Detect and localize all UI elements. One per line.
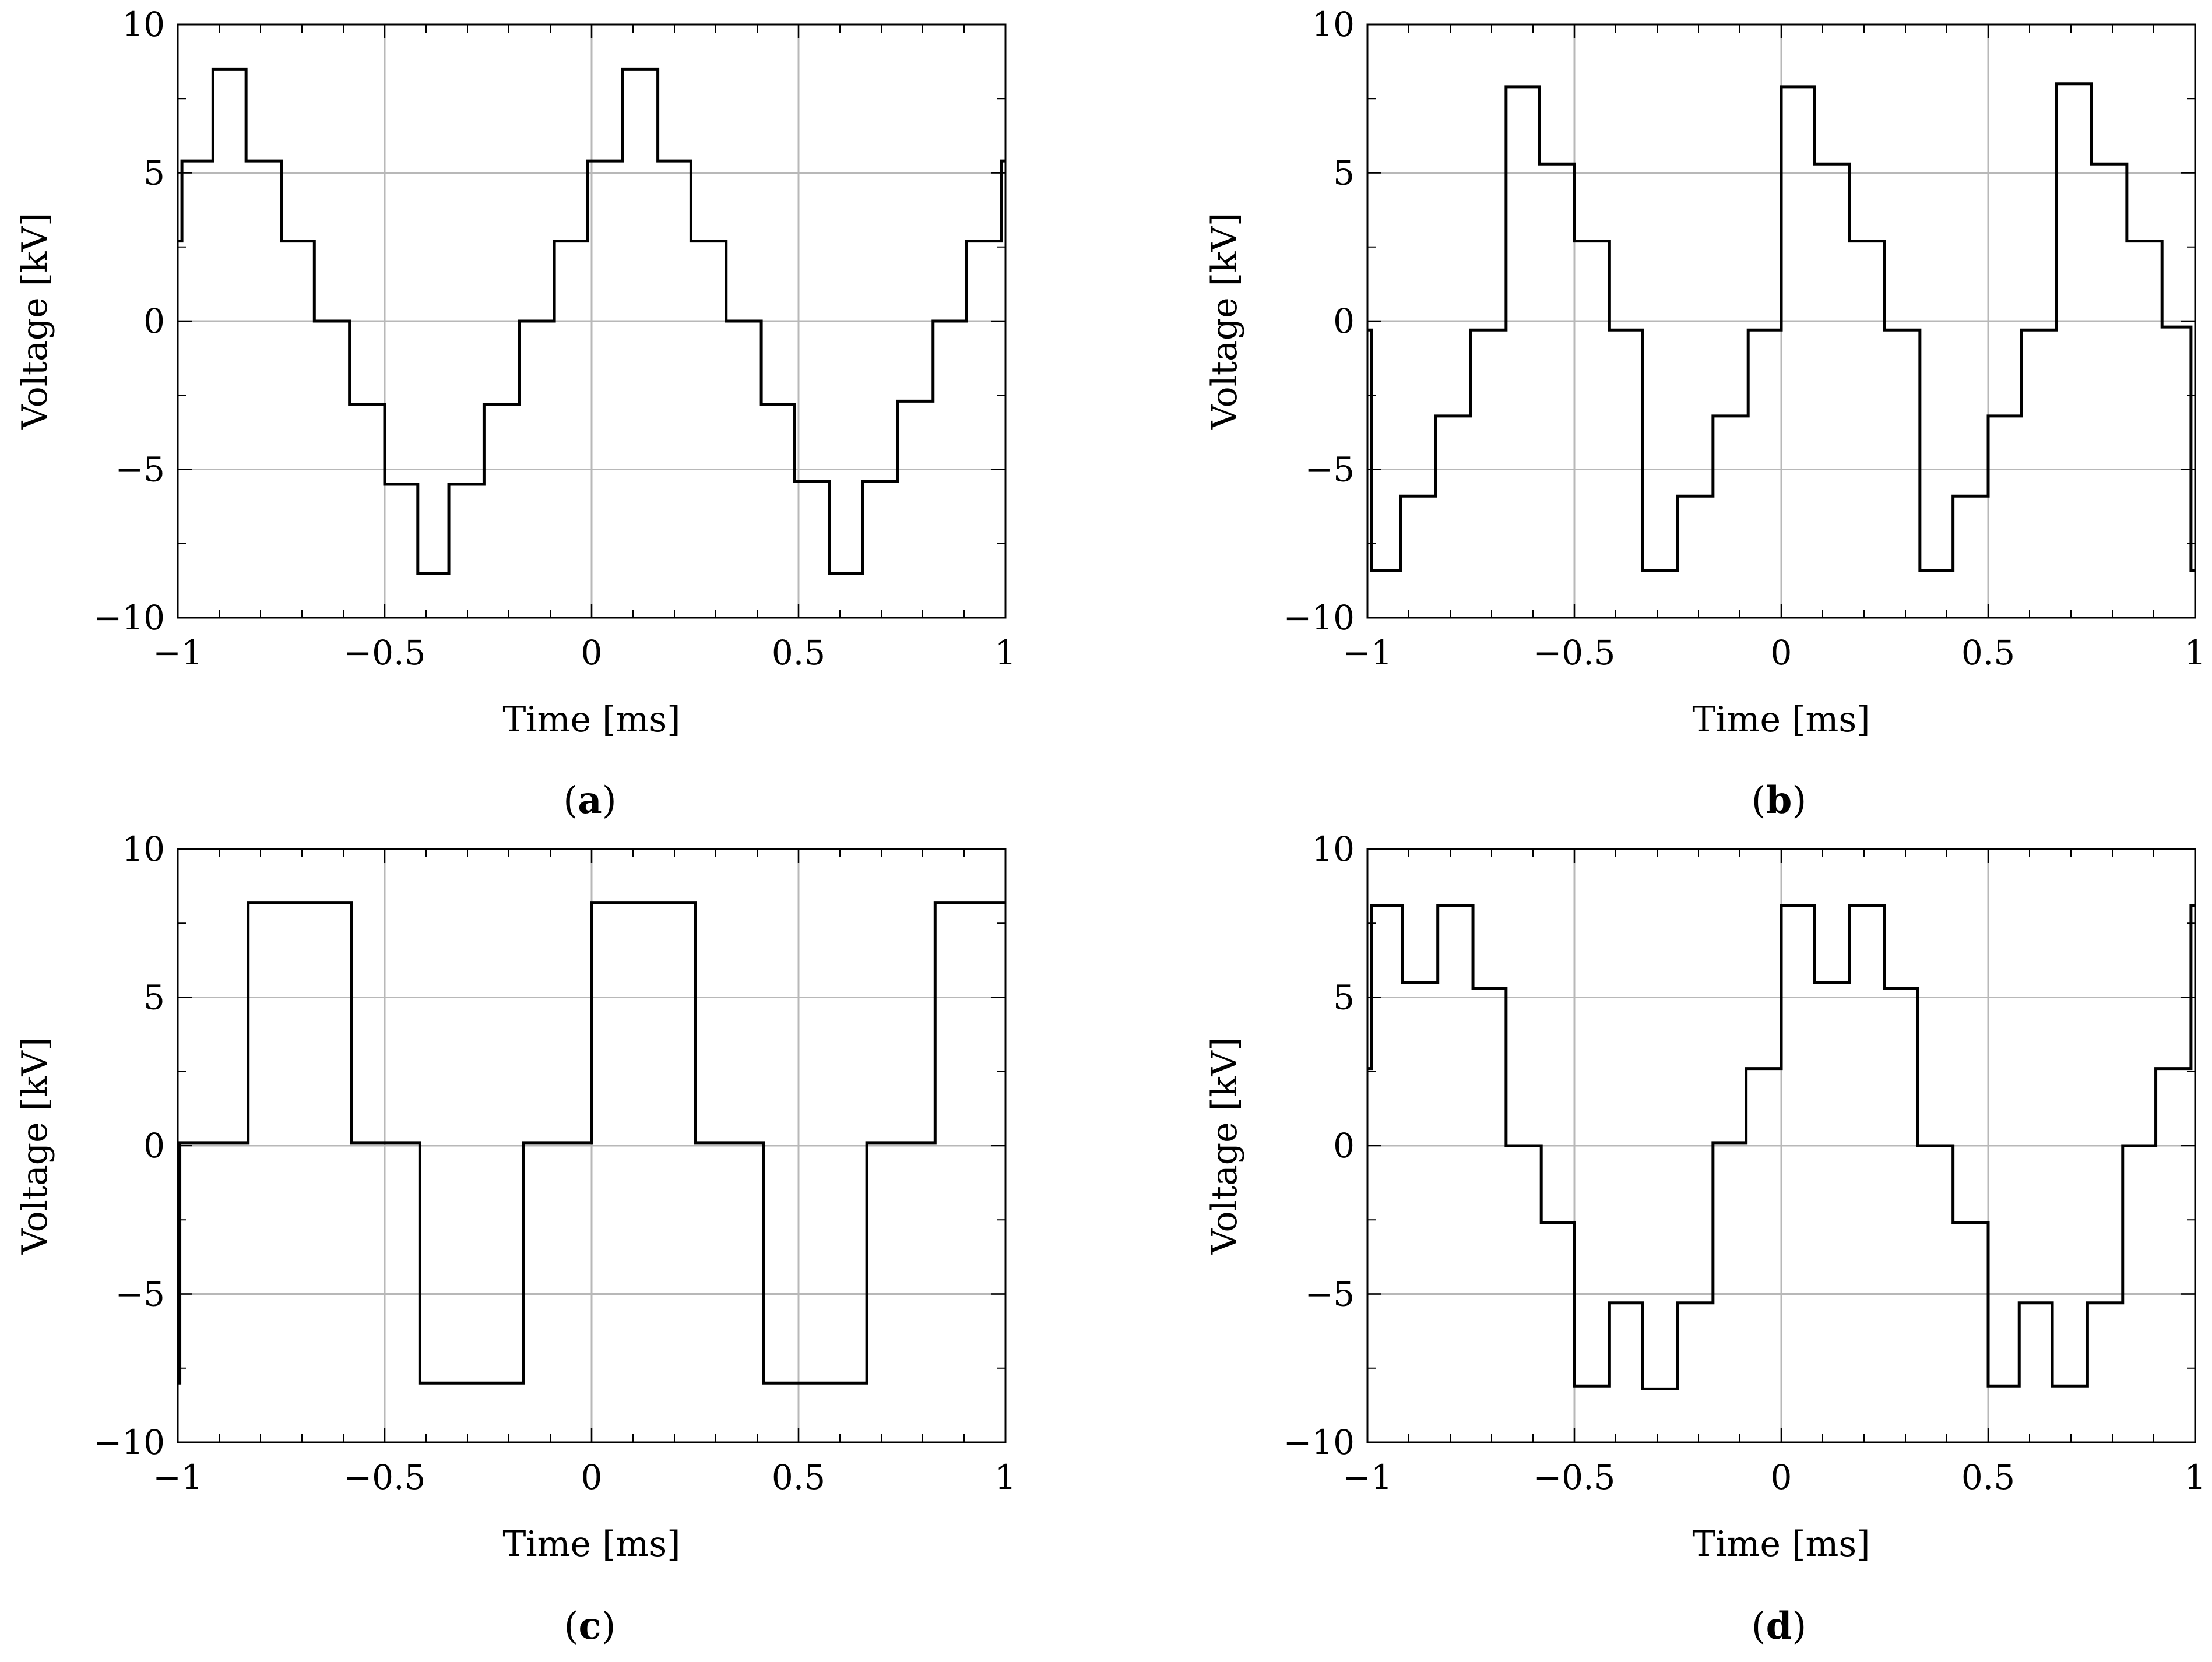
caption-paren-close: )	[1792, 1605, 1806, 1648]
x-tick-label: −1	[1342, 1457, 1392, 1497]
y-axis-label: Voltage [kV]	[15, 213, 55, 431]
caption-letter: c	[579, 1604, 602, 1648]
caption-letter: a	[578, 779, 602, 822]
x-tick-label: 0.5	[772, 1457, 825, 1497]
y-tick-label: −10	[1283, 1422, 1355, 1462]
panel-caption: (d)	[1752, 1604, 1807, 1648]
caption-letter: d	[1766, 1604, 1792, 1648]
x-tick-label: 0.5	[1961, 1457, 2015, 1497]
y-tick-label: 0	[1333, 301, 1355, 341]
y-tick-label: 0	[143, 1126, 165, 1165]
y-tick-label: −5	[1305, 1274, 1355, 1314]
y-tick-label: −10	[94, 598, 165, 638]
series-line-waveform	[1367, 904, 2195, 1390]
x-tick-label: 0	[1771, 633, 1792, 672]
plot-frame	[177, 23, 1007, 619]
y-tick-label: −10	[1283, 598, 1355, 638]
x-axis-label: Time [ms]	[1692, 1524, 1870, 1565]
x-tick-label: 1	[995, 633, 1017, 672]
caption-paren-open: (	[563, 779, 578, 822]
x-axis-label: Time [ms]	[1692, 699, 1870, 740]
panel-caption: (c)	[564, 1604, 616, 1648]
x-tick-label: −0.5	[344, 1457, 426, 1497]
x-tick-label: 1	[2185, 633, 2206, 672]
plot-frame	[1366, 23, 2196, 619]
x-tick-label: −1	[153, 633, 203, 672]
y-tick-label: −5	[1305, 450, 1355, 490]
x-tick-label: −0.5	[1534, 633, 1616, 672]
chart-panel-d: −1 −0.5 0 0.5 1 −10 −5 0 5 10 Time [ms] Voltage [kV…	[1204, 829, 2206, 1648]
chart-panel-a: −1 −0.5 0 0.5 1 −10 −5 0 5 10 Time [ms] Voltage [kV…	[15, 5, 1016, 822]
caption-paren-close: )	[601, 1605, 616, 1648]
y-axis-label: Voltage [kV]	[1204, 213, 1245, 431]
x-tick-label: 0	[581, 633, 603, 672]
panel-caption: (b)	[1752, 779, 1807, 822]
y-axis-label: Voltage [kV]	[15, 1037, 55, 1255]
y-tick-label: 5	[143, 978, 165, 1017]
y-tick-label: 10	[1311, 829, 1355, 869]
series-line-waveform	[1367, 82, 2195, 572]
x-tick-label: 0	[581, 1457, 603, 1497]
y-tick-label: −5	[115, 1274, 166, 1314]
x-tick-label: 0	[1771, 1457, 1792, 1497]
panel-caption: (a)	[563, 779, 616, 822]
y-tick-label: 10	[122, 829, 165, 869]
series-line-waveform	[178, 67, 1005, 575]
chart-panel-c: −1 −0.5 0 0.5 1 −10 −5 0 5 10 Time [ms] Voltage [kV…	[15, 829, 1016, 1648]
chart-panel-b: −1 −0.5 0 0.5 1 −10 −5 0 5 10 Time [ms] Voltage [kV…	[1204, 5, 2206, 822]
x-tick-label: 1	[2185, 1457, 2206, 1497]
x-tick-label: −1	[1342, 633, 1392, 672]
caption-paren-open: (	[564, 1605, 579, 1648]
y-tick-label: 0	[1333, 1126, 1355, 1165]
y-tick-label: 5	[143, 153, 165, 193]
x-tick-label: −0.5	[344, 633, 426, 672]
plot-frame	[1366, 848, 2196, 1443]
series-line-waveform	[178, 901, 1005, 1385]
y-tick-label: −10	[94, 1422, 165, 1462]
x-tick-label: 0.5	[772, 633, 825, 672]
plot-frame	[177, 848, 1007, 1443]
y-tick-label: 5	[1333, 153, 1355, 193]
x-tick-label: −1	[153, 1457, 203, 1497]
caption-paren-close: )	[1792, 779, 1806, 822]
caption-paren-close: )	[602, 779, 617, 822]
y-tick-label: 10	[1311, 5, 1355, 44]
y-tick-label: −5	[115, 450, 166, 490]
x-tick-label: 1	[995, 1457, 1017, 1497]
caption-letter: b	[1766, 779, 1792, 822]
x-tick-label: −0.5	[1534, 1457, 1616, 1497]
y-tick-label: 5	[1333, 978, 1355, 1017]
y-tick-label: 10	[122, 5, 165, 44]
x-axis-label: Time [ms]	[502, 1524, 680, 1565]
x-tick-label: 0.5	[1961, 633, 2015, 672]
x-axis-label: Time [ms]	[502, 699, 680, 740]
caption-paren-open: (	[1752, 779, 1766, 822]
caption-paren-open: (	[1752, 1605, 1766, 1648]
y-tick-label: 0	[143, 301, 165, 341]
y-axis-label: Voltage [kV]	[1204, 1037, 1245, 1255]
